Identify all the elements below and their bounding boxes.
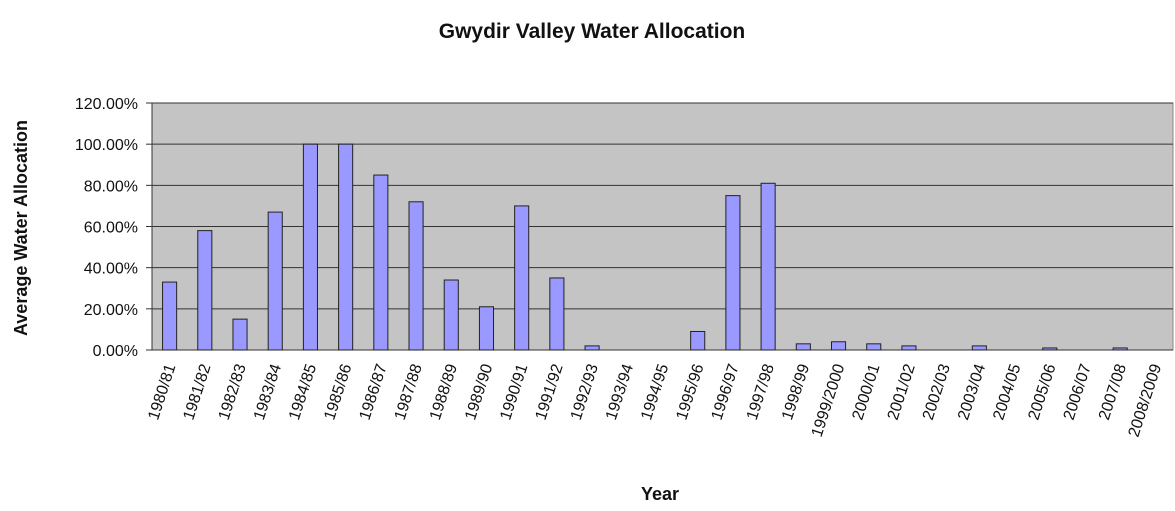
bar: [232, 318, 248, 351]
x-tick-label: 2007/08: [1096, 362, 1130, 422]
x-tick-label: 1990/91: [497, 362, 531, 422]
bar: [197, 230, 213, 351]
bar: [408, 201, 424, 351]
x-tick-label: 1981/82: [181, 362, 215, 422]
x-tick-label: 2000/01: [850, 362, 884, 422]
bar: [830, 341, 847, 351]
bar: [795, 343, 811, 351]
bar: [690, 330, 706, 351]
x-tick-label: 1987/88: [392, 362, 426, 422]
x-tick-label: 1997/98: [744, 362, 778, 422]
bar: [514, 205, 530, 351]
bar: [302, 143, 318, 351]
bar: [338, 143, 354, 351]
bar: [162, 281, 178, 351]
y-tick-label: 60.00%: [84, 220, 138, 237]
x-tick-label: 2001/02: [885, 362, 919, 422]
x-tick-label: 2003/04: [955, 362, 989, 422]
x-tick-label: 1989/90: [462, 362, 496, 422]
bar: [267, 211, 283, 351]
y-tick-label: 0.00%: [93, 343, 138, 360]
x-tick-label: 2008/2009: [1126, 362, 1166, 439]
x-tick-label: 1988/89: [427, 362, 461, 422]
x-axis-title: Year: [641, 484, 679, 504]
bar: [373, 174, 389, 351]
y-tick-label: 100.00%: [75, 137, 138, 154]
x-tick-label: 2005/06: [1026, 362, 1060, 422]
y-tick-label: 120.00%: [75, 96, 138, 113]
x-tick-label: 2004/05: [990, 362, 1024, 422]
x-tick-label: 1993/94: [603, 362, 637, 422]
bar: [584, 345, 600, 351]
bar: [971, 345, 987, 351]
bar: [1112, 347, 1128, 351]
bar: [549, 277, 565, 351]
bar: [1042, 347, 1058, 351]
x-tick-label: 1986/87: [357, 362, 391, 422]
x-tick-label: 1994/95: [638, 362, 672, 422]
x-tick-label: 1984/85: [286, 362, 320, 422]
y-tick-label: 80.00%: [84, 178, 138, 195]
x-tick-label: 1999/2000: [809, 362, 849, 439]
x-tick-label: 1983/84: [251, 362, 285, 422]
x-tick-label: 2006/07: [1061, 362, 1095, 422]
bar: [478, 306, 495, 351]
y-tick-label: 40.00%: [84, 261, 138, 278]
bar: [866, 343, 882, 351]
x-tick-label: 1982/83: [216, 362, 250, 422]
x-tick-label: 1998/99: [779, 362, 813, 422]
bar: [725, 195, 741, 351]
x-tick-label: 1991/92: [533, 362, 567, 422]
bar: [901, 345, 917, 351]
x-tick-label: 1995/96: [673, 362, 707, 422]
y-axis-title: Average Water Allocation: [11, 120, 31, 336]
bar: [443, 279, 459, 351]
x-tick-label: 2002/03: [920, 362, 954, 422]
y-tick-label: 20.00%: [84, 302, 138, 319]
bar: [760, 182, 776, 351]
x-tick-label: 1985/86: [321, 362, 355, 422]
x-tick-label: 1980/81: [145, 362, 179, 422]
x-tick-label: 1996/97: [709, 362, 743, 422]
x-tick-label: 1992/93: [568, 362, 602, 422]
chart-title: Gwydir Valley Water Allocation: [439, 20, 746, 43]
